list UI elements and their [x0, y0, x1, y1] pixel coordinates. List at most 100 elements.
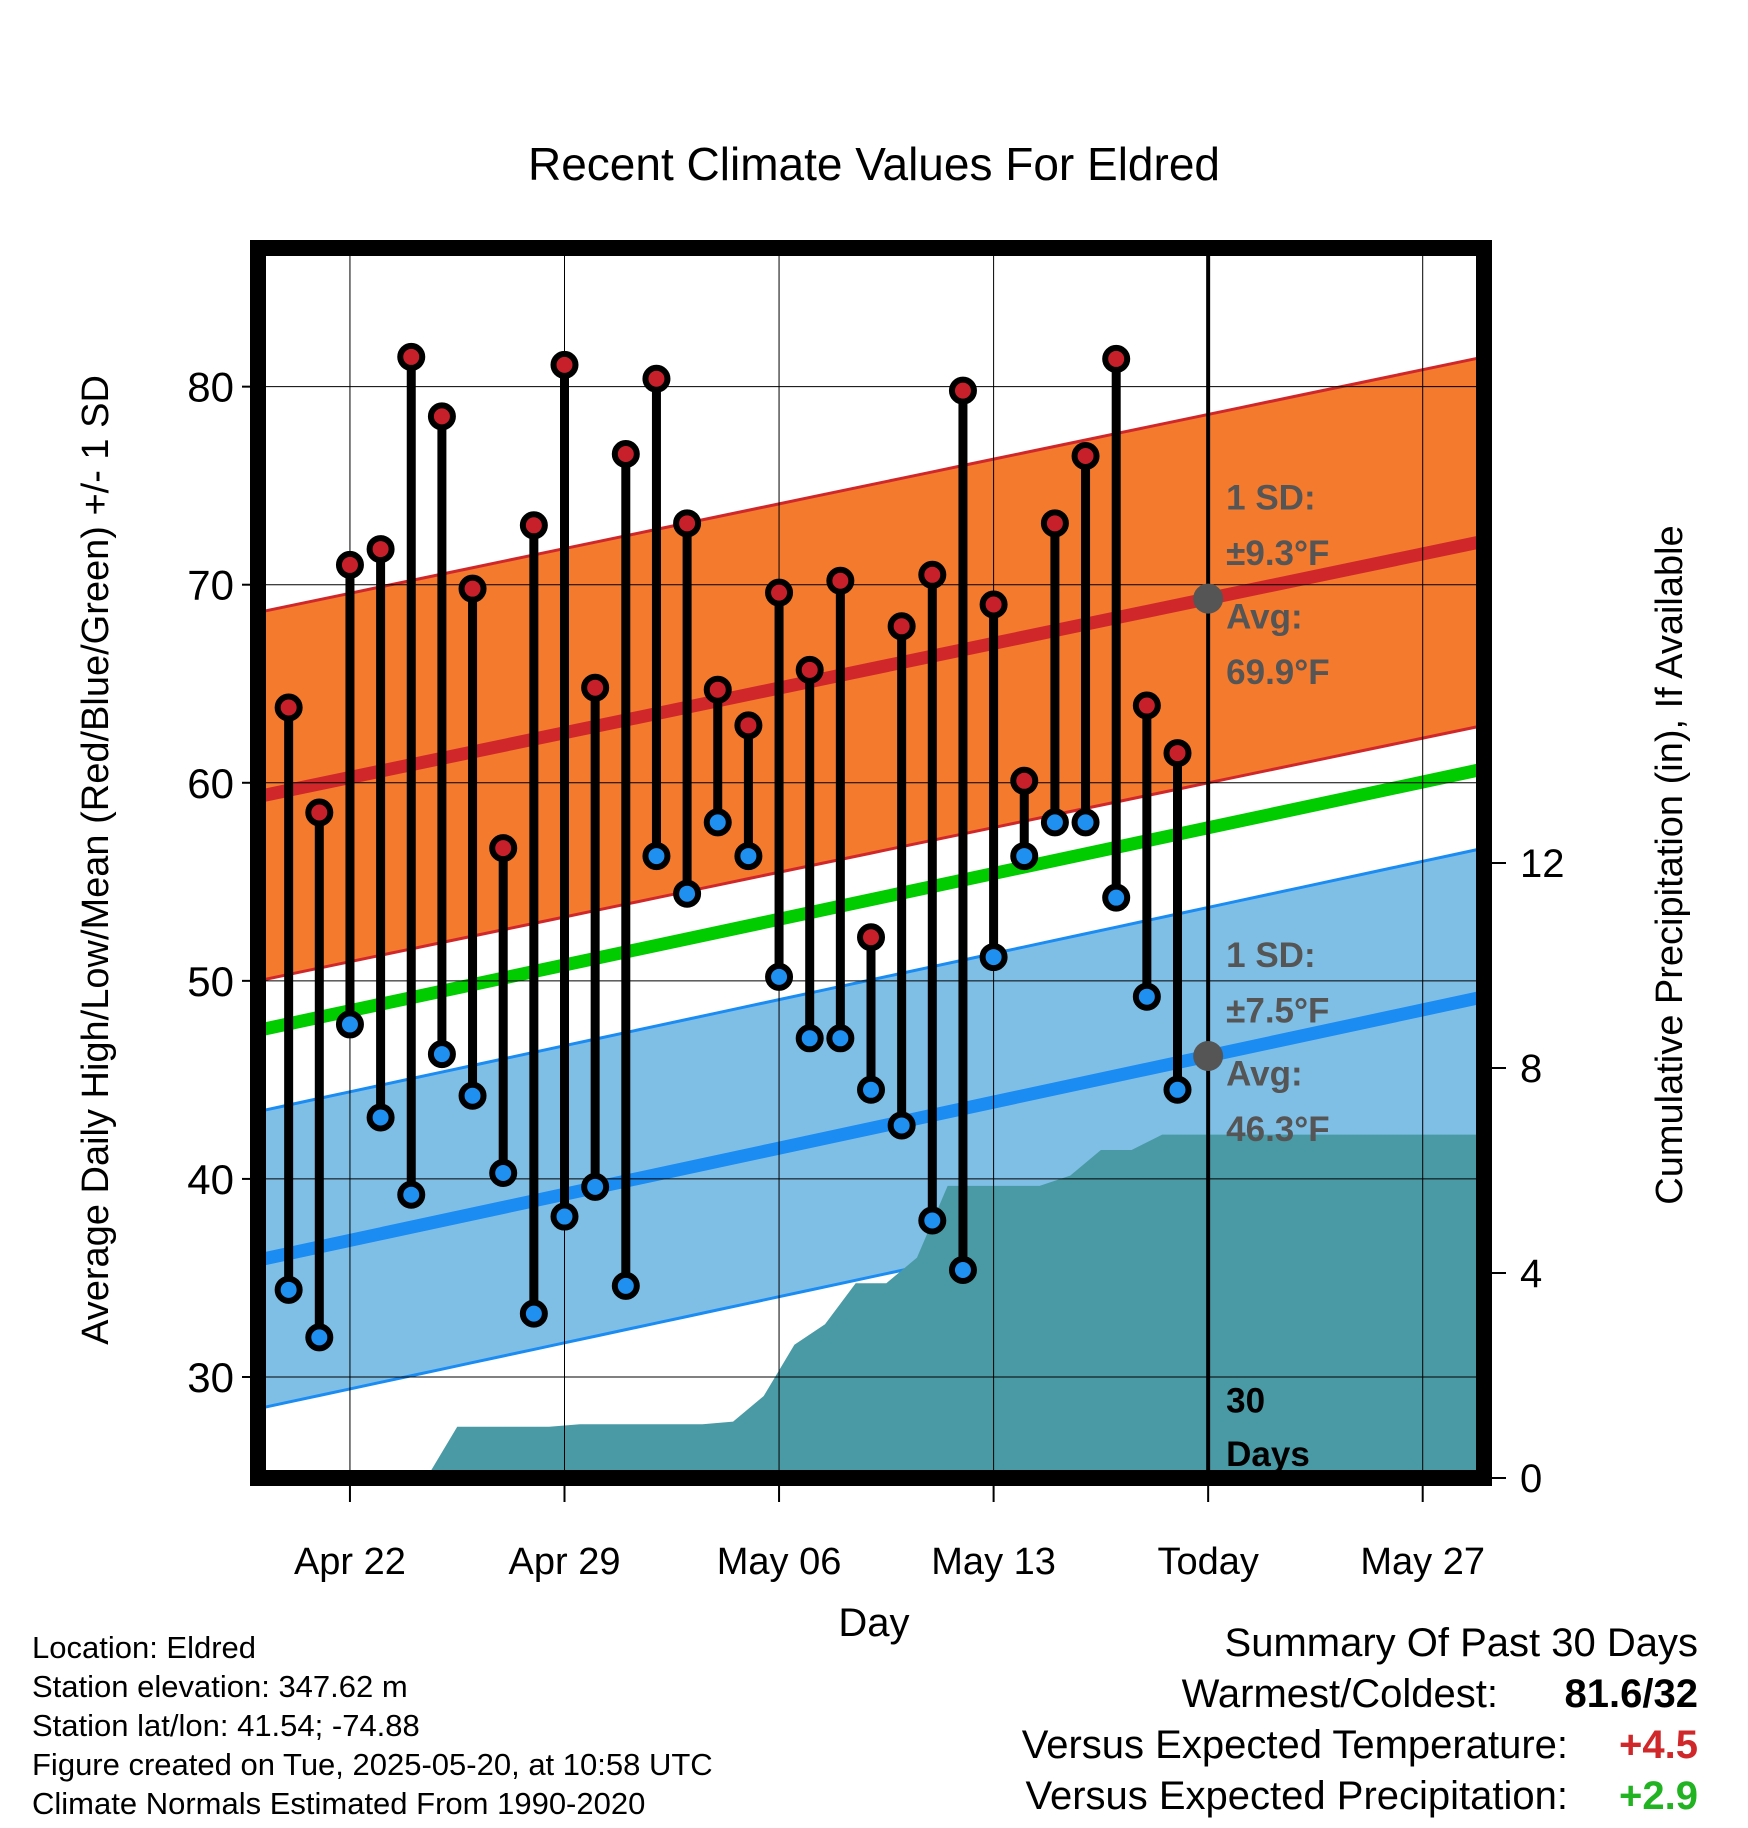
x-tick-label: May 06: [717, 1541, 842, 1583]
plot-area: 1 SD: ±9.3°F Avg: 69.9°F 1 SD: ±7.5°F Avg: 46.3…: [187, 240, 1565, 1583]
latlon-text: Station lat/lon: 41.54; -74.88: [32, 1708, 420, 1743]
daily-high-point: [1010, 766, 1039, 795]
daily-low-point: [642, 842, 671, 871]
daily-high-point: [765, 578, 794, 607]
warm-cold-value: 81.6/32: [1564, 1672, 1698, 1716]
high-sd-label: 1 SD:: [1226, 478, 1315, 517]
summary-temp: Versus Expected Temperature: +4.5: [1022, 1720, 1698, 1771]
y-left-tick-label: 60: [187, 760, 234, 807]
daily-low-point: [948, 1256, 977, 1285]
daily-low-point: [335, 1010, 364, 1039]
daily-high-point: [795, 655, 824, 684]
daily-low-point: [1132, 982, 1161, 1011]
y-left-tick-label: 70: [187, 562, 234, 609]
daily-high-point: [305, 798, 334, 827]
daily-low-point: [1071, 808, 1100, 837]
location-text: Location: Eldred: [32, 1630, 257, 1665]
warm-cold-label: Warmest/Coldest:: [1181, 1672, 1498, 1716]
daily-high-point: [857, 923, 885, 952]
high-avg-value: 69.9°F: [1226, 653, 1330, 692]
x-tick-label: Apr 22: [294, 1541, 406, 1583]
y-left-tick-label: 50: [187, 958, 234, 1005]
daily-high-point: [1132, 691, 1161, 720]
summary-precip: Versus Expected Precipitation: +2.9: [1022, 1771, 1698, 1822]
daily-low-point: [1163, 1075, 1192, 1104]
summary-heading: Summary Of Past 30 Days: [1224, 1621, 1698, 1665]
daily-high-point: [274, 693, 303, 722]
daily-low-point: [550, 1202, 579, 1231]
y-right-tick-label: 8: [1520, 1047, 1542, 1091]
daily-high-point: [673, 509, 702, 538]
low-sd-value: ±7.5°F: [1226, 991, 1329, 1030]
daily-high-point: [427, 402, 456, 431]
daily-high-point: [826, 566, 855, 595]
daily-low-point: [887, 1111, 916, 1140]
daily-low-point: [366, 1103, 395, 1132]
daily-low-point: [519, 1299, 548, 1328]
precip-label: Versus Expected Precipitation:: [1025, 1774, 1568, 1818]
low-avg-label: Avg:: [1226, 1055, 1302, 1094]
precip-area: [365, 1134, 1484, 1478]
low-sd-label: 1 SD:: [1226, 936, 1315, 975]
daily-low-point: [703, 808, 732, 837]
daily-low-point: [1040, 808, 1069, 837]
normals-text: Climate Normals Estimated From 1990-2020: [32, 1786, 646, 1821]
high-average-line: [256, 534, 1486, 804]
daily-high-point: [918, 560, 947, 589]
daily-low-point: [274, 1275, 303, 1304]
summary-warm-cold: Warmest/Coldest: 81.6/32: [1022, 1669, 1698, 1720]
daily-low-point: [673, 879, 702, 908]
daily-high-point: [1040, 509, 1069, 538]
x-tick-label: May 27: [1360, 1541, 1485, 1583]
y-right-tick-label: 0: [1520, 1457, 1542, 1501]
mean-average-line: [256, 762, 1486, 1037]
daily-low-point: [581, 1172, 610, 1201]
window-label-days-count: 30: [1226, 1382, 1265, 1421]
y-axis-left-label: Average Daily High/Low/Mean (Red/Blue/Gr…: [75, 375, 117, 1345]
daily-low-point: [611, 1271, 640, 1300]
daily-high-point: [550, 350, 579, 379]
temp-value: +4.5: [1619, 1723, 1698, 1767]
daily-low-point: [795, 1024, 824, 1053]
daily-low-point: [1102, 883, 1131, 912]
daily-low-point: [427, 1040, 456, 1069]
daily-low-point: [857, 1075, 885, 1104]
y-right-tick-label: 12: [1520, 842, 1565, 886]
y-right-tick-label: 4: [1520, 1252, 1542, 1296]
daily-low-point: [489, 1158, 518, 1187]
daily-high-point: [611, 439, 640, 468]
daily-high-point: [1071, 441, 1100, 470]
x-axis-label: Day: [838, 1601, 909, 1645]
daily-high-point: [979, 590, 1008, 619]
daily-high-point: [703, 675, 732, 704]
temp-label: Versus Expected Temperature:: [1021, 1723, 1568, 1767]
x-tick-label: May 13: [931, 1541, 1056, 1583]
precip-value: +2.9: [1619, 1774, 1698, 1818]
daily-high-point: [581, 673, 610, 702]
daily-low-point: [458, 1081, 487, 1110]
y-left-tick-label: 40: [187, 1156, 234, 1203]
high-sd-value: ±9.3°F: [1226, 534, 1329, 573]
daily-high-point: [948, 376, 977, 405]
low-avg-value: 46.3°F: [1226, 1110, 1330, 1149]
daily-high-point: [397, 342, 426, 371]
daily-high-point: [642, 364, 671, 393]
daily-low-point: [765, 962, 794, 991]
daily-low-point: [1010, 842, 1039, 871]
daily-low-point: [979, 943, 1008, 972]
daily-high-point: [519, 511, 548, 540]
daily-low-point: [734, 842, 763, 871]
daily-high-point: [489, 834, 518, 863]
x-tick-label: Apr 29: [509, 1541, 621, 1583]
chart-title: Recent Climate Values For Eldred: [528, 138, 1220, 190]
summary-panel: Summary Of Past 30 Days Warmest/Coldest:…: [1022, 1618, 1698, 1822]
y-left-tick-label: 30: [187, 1354, 234, 1401]
daily-low-point: [397, 1180, 426, 1209]
y-axis-right-label: Cumulative Precipitation (in), If Availa…: [1649, 525, 1691, 1204]
today-low-avg-marker: [1193, 1040, 1224, 1071]
created-text: Figure created on Tue, 2025-05-20, at 10…: [32, 1747, 713, 1782]
daily-high-point: [1163, 739, 1192, 768]
daily-high-point: [1102, 344, 1131, 373]
daily-low-point: [918, 1206, 947, 1235]
